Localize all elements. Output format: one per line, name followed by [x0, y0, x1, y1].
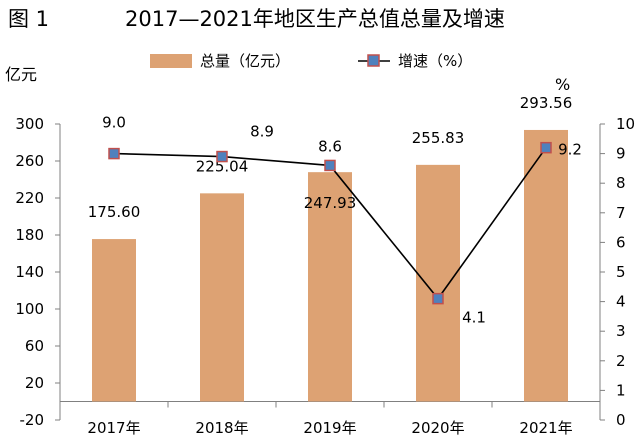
- left-axis-unit: 亿元: [5, 65, 37, 84]
- bar: [524, 129, 568, 402]
- chart-title: 2017—2021年地区生产总值总量及增速: [125, 7, 505, 31]
- right-axis-tick-label: 9: [616, 145, 626, 163]
- left-axis-tick-label: 140: [15, 263, 44, 281]
- left-axis-tick-label: 20: [25, 374, 44, 392]
- legend-line-label: 增速（%）: [398, 52, 472, 70]
- figure-label: 图 1: [8, 7, 49, 31]
- line-point: [324, 159, 336, 172]
- line-data-label: 9.0: [102, 114, 126, 132]
- bar-data-label: 225.04: [196, 157, 249, 175]
- line-data-label: 4.1: [462, 309, 486, 327]
- right-axis-tick-label: 1: [616, 381, 626, 399]
- right-axis-tick-label: 7: [616, 204, 626, 222]
- left-axis-tick-label: 100: [15, 300, 44, 318]
- line-point: [108, 147, 120, 160]
- bar: [308, 172, 352, 402]
- left-axis-tick-label: 60: [25, 337, 44, 355]
- category-label: 2019年: [303, 419, 356, 437]
- bar: [92, 239, 136, 402]
- legend: 总量（亿元） 增速（%）: [150, 52, 472, 70]
- category-label: 2021年: [519, 419, 572, 437]
- left-axis-tick-label: 220: [15, 189, 44, 207]
- category-label: 2017年: [87, 419, 140, 437]
- right-axis-tick-label: 6: [616, 233, 626, 251]
- bar-data-label: 175.60: [88, 203, 141, 221]
- left-axis-tick-label: 180: [15, 226, 44, 244]
- right-axis-tick-label: 5: [616, 263, 626, 281]
- legend-bar-label: 总量（亿元）: [200, 52, 290, 70]
- right-axis-tick-label: 4: [616, 293, 626, 311]
- left-axis-tick-label: 260: [15, 152, 44, 170]
- category-label: 2020年: [411, 419, 464, 437]
- line-data-label: 8.9: [250, 123, 274, 141]
- left-axis-tick-label: 300: [15, 115, 44, 133]
- right-axis-tick-label: 8: [616, 174, 626, 192]
- line-point: [216, 150, 228, 163]
- right-axis-tick-label: 3: [616, 322, 626, 340]
- right-axis-tick-label: 0: [616, 411, 626, 429]
- right-axis-unit: %: [555, 75, 570, 94]
- bar-data-label: 247.93: [304, 194, 357, 212]
- bar: [416, 164, 460, 402]
- category-label: 2018年: [195, 419, 248, 437]
- bar-data-label: 255.83: [412, 129, 465, 147]
- line-point: [540, 141, 552, 154]
- line-point: [432, 292, 444, 305]
- bar-data-label: 293.56: [520, 94, 573, 112]
- legend-line-marker: [367, 54, 380, 67]
- chart-header: 图 1 2017—2021年地区生产总值总量及增速: [8, 7, 505, 31]
- bar: [200, 193, 244, 402]
- line-data-label: 9.2: [558, 141, 582, 159]
- line-data-label: 8.6: [318, 137, 342, 155]
- left-axis-tick-label: -20: [20, 411, 45, 429]
- right-axis-tick-label: 2: [616, 352, 626, 370]
- legend-bar-swatch: [150, 54, 192, 68]
- plot-area: -20 20 60 100 140 180 220 260 300 0 1 2 3 4 5 6 7 8 9 10 201…: [15, 94, 635, 437]
- right-axis-tick-label: 10: [616, 115, 635, 133]
